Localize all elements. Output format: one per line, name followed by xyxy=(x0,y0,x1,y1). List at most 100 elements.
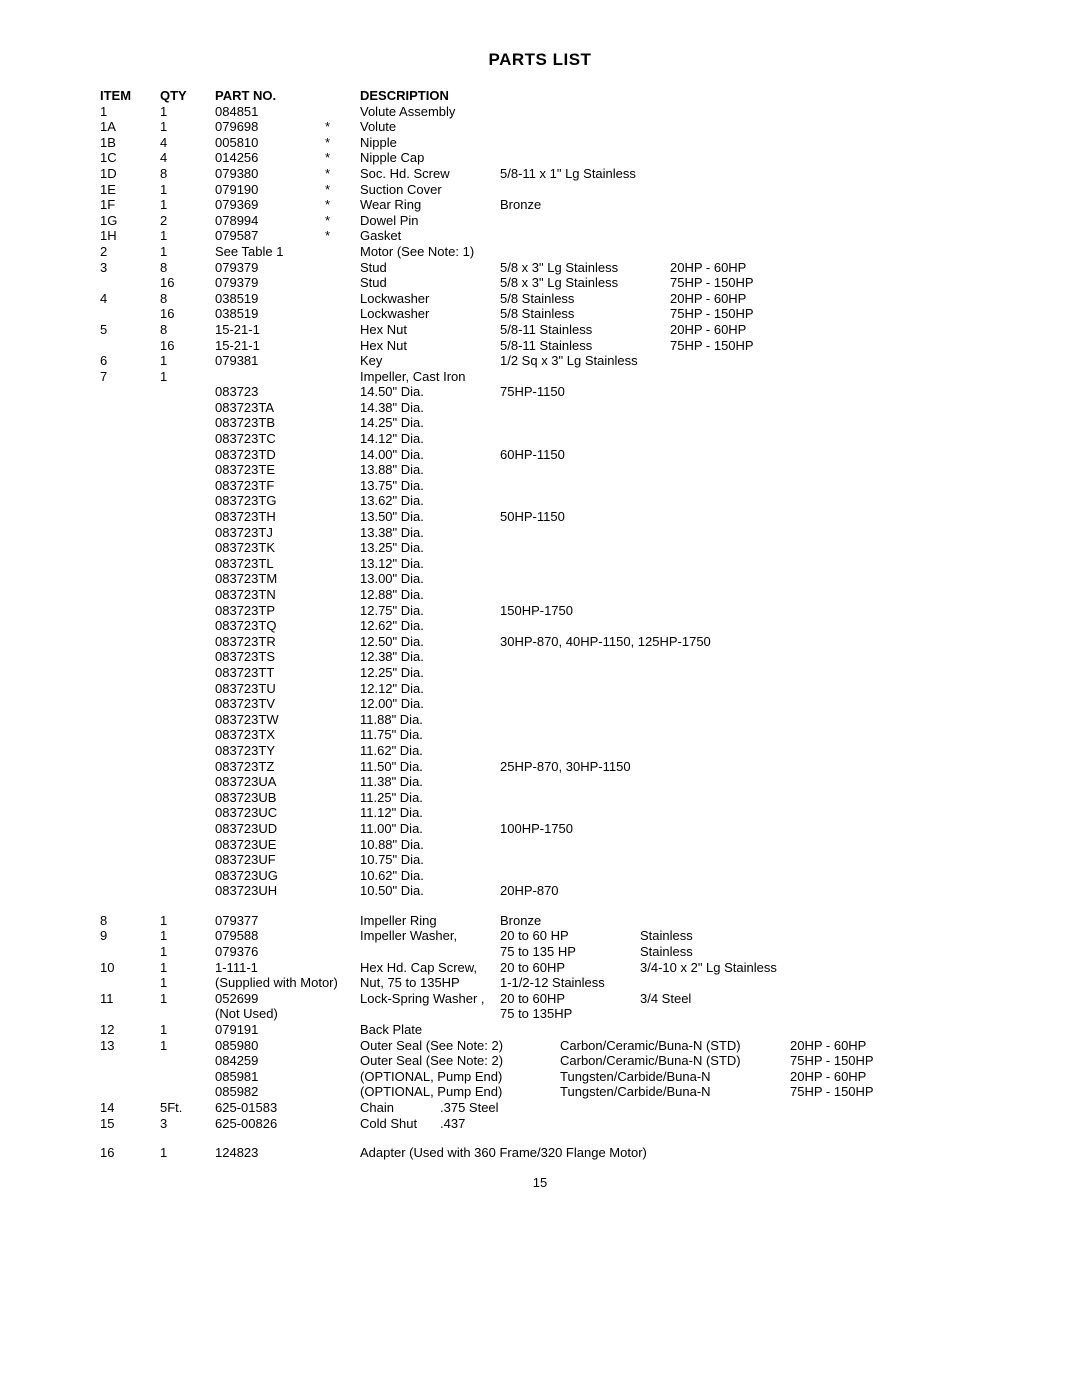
cell-desc: 13.50" Dia. xyxy=(360,509,500,525)
cell-item: 1A xyxy=(100,119,160,135)
table-row: 083723TA14.38" Dia. xyxy=(100,400,980,416)
cell-spec: 5/8 Stainless xyxy=(500,306,670,322)
cell-item: 14 xyxy=(100,1100,160,1116)
cell-part: 625-01583 xyxy=(215,1100,360,1116)
cell-item: 6 xyxy=(100,353,160,369)
table-row: 61079381Key1/2 Sq x 3" Lg Stainless xyxy=(100,353,980,369)
cell-desc: 12.88" Dia. xyxy=(360,587,500,603)
cell-item xyxy=(100,975,160,991)
cell-spec xyxy=(500,213,670,229)
table-row: 083723TW11.88" Dia. xyxy=(100,712,980,728)
cell-qty xyxy=(160,821,215,837)
table-row: 145Ft.625-01583Chain.375 Steel xyxy=(100,1100,980,1116)
table-row: 131085980Outer Seal (See Note: 2)Carbon/… xyxy=(100,1038,980,1054)
cell-item xyxy=(100,727,160,743)
cell-desc: Hex Hd. Cap Screw, xyxy=(360,960,500,976)
cell-spec xyxy=(500,790,670,806)
cell-item xyxy=(100,618,160,634)
cell-desc: (OPTIONAL, Pump End) xyxy=(360,1069,560,1085)
cell-part: 083723TG xyxy=(215,493,360,509)
cell-spec: 5/8-11 Stainless xyxy=(500,338,670,354)
cell-spec xyxy=(500,681,670,697)
cell-qty: 1 xyxy=(160,913,215,929)
cell-item xyxy=(100,384,160,400)
cell-desc: Wear Ring xyxy=(360,197,500,213)
cell-desc: 12.12" Dia. xyxy=(360,681,500,697)
table-row: 91079588Impeller Washer,20 to 60 HPStain… xyxy=(100,928,980,944)
table-row: 16079379Stud5/8 x 3" Lg Stainless75HP - … xyxy=(100,275,980,291)
table-row: 083723TD14.00" Dia.60HP-1150 xyxy=(100,447,980,463)
cell-part: 052699 xyxy=(215,991,360,1007)
cell-desc: 13.62" Dia. xyxy=(360,493,500,509)
cell-desc: Nipple Cap xyxy=(360,150,500,166)
cell-item xyxy=(100,1053,160,1069)
cell-qty xyxy=(160,712,215,728)
parts-table: ITEM QTY PART NO. DESCRIPTION 11084851Vo… xyxy=(100,88,980,1161)
cell-item xyxy=(100,540,160,556)
cell-spec2 xyxy=(670,540,800,556)
table-row: 38079379Stud5/8 x 3" Lg Stainless20HP - … xyxy=(100,260,980,276)
cell-spec2 xyxy=(670,135,800,151)
table-row: 71Impeller, Cast Iron xyxy=(100,369,980,385)
header-row: ITEM QTY PART NO. DESCRIPTION xyxy=(100,88,980,104)
cell-spec xyxy=(500,415,670,431)
cell-qty xyxy=(160,478,215,494)
cell-desc: 13.12" Dia. xyxy=(360,556,500,572)
cell-item xyxy=(100,509,160,525)
cell-item xyxy=(100,852,160,868)
table-row: 1D8079380*Soc. Hd. Screw5/8-11 x 1" Lg S… xyxy=(100,166,980,182)
cell-spec2 xyxy=(670,790,800,806)
cell-qty xyxy=(160,852,215,868)
cell-spec2 xyxy=(670,213,800,229)
cell-spec2 xyxy=(670,431,800,447)
cell-item: 15 xyxy=(100,1116,160,1132)
cell-part: 083723TU xyxy=(215,681,360,697)
cell-spec xyxy=(500,400,670,416)
cell-qty: 5Ft. xyxy=(160,1100,215,1116)
cell-qty xyxy=(160,1053,215,1069)
cell-qty: 16 xyxy=(160,275,215,291)
cell-spec2 xyxy=(670,166,800,182)
cell-part: 083723TX xyxy=(215,727,360,743)
table-row: 1H1079587*Gasket xyxy=(100,228,980,244)
table-row: 1615-21-1Hex Nut5/8-11 Stainless75HP - 1… xyxy=(100,338,980,354)
cell-part xyxy=(215,369,360,385)
cell-qty: 1 xyxy=(160,1145,215,1161)
cell-spec xyxy=(500,228,670,244)
cell-spec2 xyxy=(670,681,800,697)
cell-spec xyxy=(500,665,670,681)
cell-part: 083723UB xyxy=(215,790,360,806)
cell-spec: 20 to 60HP xyxy=(500,960,640,976)
cell-desc: 11.50" Dia. xyxy=(360,759,500,775)
header-desc: DESCRIPTION xyxy=(360,88,500,104)
cell-item: 16 xyxy=(100,1145,160,1161)
cell-qty xyxy=(160,525,215,541)
cell-part: 085980 xyxy=(215,1038,360,1054)
cell-desc: 12.38" Dia. xyxy=(360,649,500,665)
cell-part: See Table 1 xyxy=(215,244,360,260)
cell-spec2 xyxy=(670,478,800,494)
cell-qty xyxy=(160,634,215,650)
cell-desc: Outer Seal (See Note: 2) xyxy=(360,1038,560,1054)
cell-part: 083723TE xyxy=(215,462,360,478)
cell-material: Carbon/Ceramic/Buna-N (STD) xyxy=(560,1053,790,1069)
cell-desc: Key xyxy=(360,353,500,369)
table-row: 083723TR12.50" Dia.30HP-870, 40HP-1150, … xyxy=(100,634,980,650)
cell-item xyxy=(100,525,160,541)
cell-qty xyxy=(160,696,215,712)
table-row: 083723UF10.75" Dia. xyxy=(100,852,980,868)
cell-part: 1-111-1 xyxy=(215,960,360,976)
table-row: 083723TY11.62" Dia. xyxy=(100,743,980,759)
cell-spec2: 20HP - 60HP xyxy=(670,322,800,338)
cell-part: 085981 xyxy=(215,1069,360,1085)
table-row: 48038519Lockwasher5/8 Stainless20HP - 60… xyxy=(100,291,980,307)
cell-part: 083723TY xyxy=(215,743,360,759)
cell-desc xyxy=(360,1006,500,1022)
cell-item: 8 xyxy=(100,913,160,929)
cell-spec2 xyxy=(670,104,800,120)
cell-spec xyxy=(500,556,670,572)
cell-spec xyxy=(500,244,670,260)
cell-spec2: 20HP - 60HP xyxy=(670,291,800,307)
cell-item xyxy=(100,1084,160,1100)
cell-spec: 75 to 135HP xyxy=(500,1006,640,1022)
